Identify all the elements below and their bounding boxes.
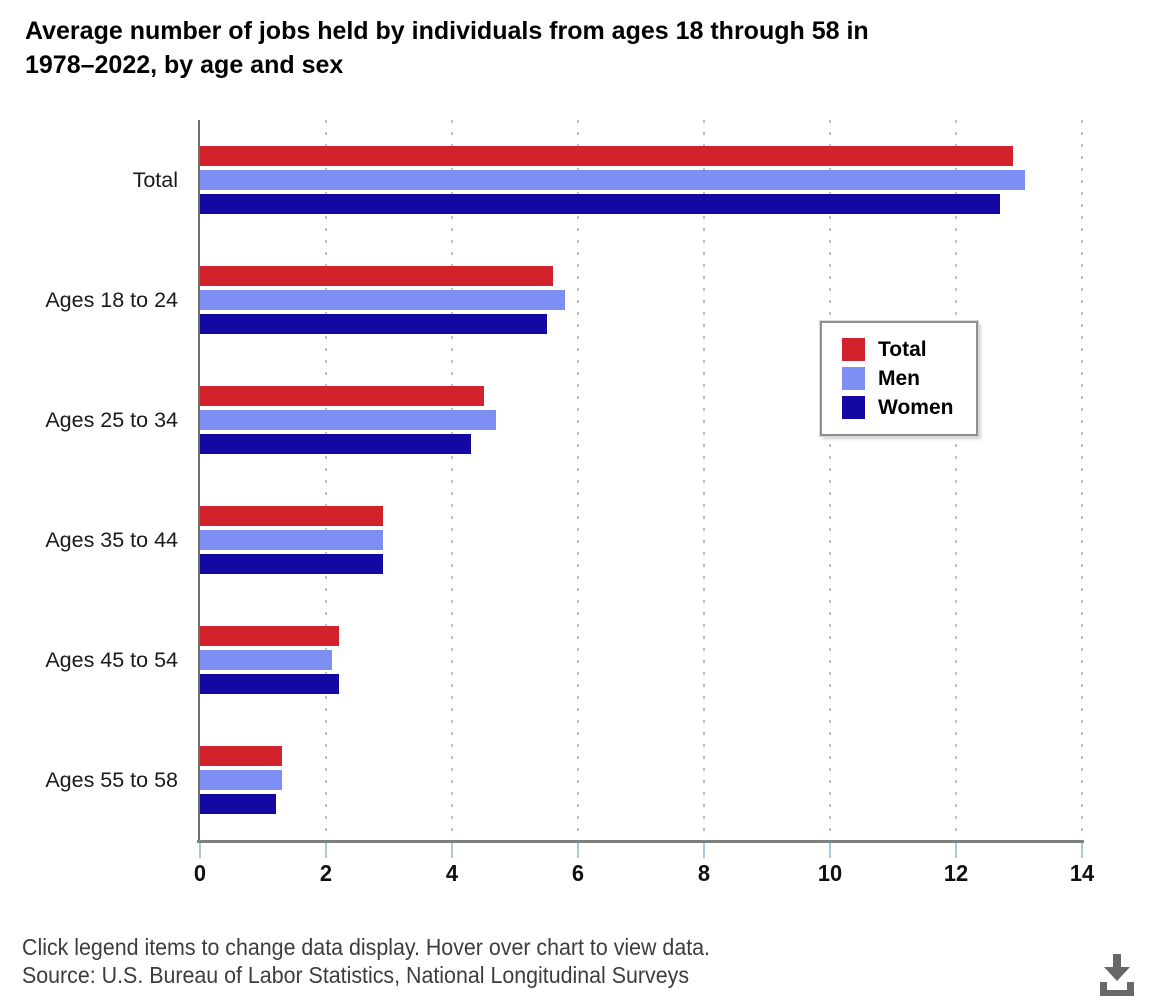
legend: Total Men Women bbox=[820, 321, 978, 436]
x-axis-line bbox=[197, 840, 1084, 843]
chart-title-line2: 1978–2022, by age and sex bbox=[25, 51, 344, 79]
y-axis-line bbox=[198, 120, 200, 843]
x-tick-mark-0 bbox=[199, 843, 201, 858]
download-icon bbox=[1100, 954, 1134, 996]
x-tick-label-4: 4 bbox=[445, 860, 459, 886]
x-tick-mark-10 bbox=[829, 843, 831, 858]
bar-women-ages-55-to-58[interactable] bbox=[200, 794, 276, 814]
legend-item-women[interactable]: Women bbox=[842, 393, 976, 422]
footer: Click legend items to change data displa… bbox=[22, 934, 710, 989]
category-axis-labels: Total Ages 18 to 24 Ages 25 to 34 Ages 35 t… bbox=[0, 120, 178, 840]
gridline-4 bbox=[451, 120, 453, 840]
bar-total-ages-25-to-34[interactable] bbox=[200, 386, 484, 406]
x-tick-mark-4 bbox=[451, 843, 453, 858]
x-tick-mark-6 bbox=[577, 843, 579, 858]
x-tick-label-8: 8 bbox=[697, 860, 711, 886]
legend-label-total: Total bbox=[878, 337, 927, 361]
bar-women-ages-18-to-24[interactable] bbox=[200, 314, 547, 334]
legend-swatch-men bbox=[842, 367, 865, 390]
category-label-ages-18-to-24: Ages 18 to 24 bbox=[45, 288, 178, 312]
x-tick-label-10: 10 bbox=[817, 860, 843, 886]
bar-women-ages-25-to-34[interactable] bbox=[200, 434, 471, 454]
x-tick-label-12: 12 bbox=[943, 860, 969, 886]
category-label-total: Total bbox=[132, 168, 178, 192]
x-tick-label-0: 0 bbox=[193, 860, 207, 886]
bar-men-ages-18-to-24[interactable] bbox=[200, 290, 566, 310]
footer-source: Source: U.S. Bureau of Labor Statistics,… bbox=[22, 961, 690, 988]
bar-total-total[interactable] bbox=[200, 146, 1013, 166]
legend-label-men: Men bbox=[878, 366, 920, 390]
bar-women-ages-35-to-44[interactable] bbox=[200, 554, 383, 574]
legend-item-men[interactable]: Men bbox=[842, 364, 976, 393]
bar-total-ages-45-to-54[interactable] bbox=[200, 626, 339, 646]
gridline-10 bbox=[829, 120, 831, 840]
footer-note: Click legend items to change data displa… bbox=[22, 934, 711, 960]
chart-title: Average number of jobs held by individua… bbox=[25, 14, 869, 82]
gridline-6 bbox=[577, 120, 579, 840]
x-tick-mark-12 bbox=[955, 843, 957, 858]
gridline-8 bbox=[703, 120, 705, 840]
legend-swatch-women bbox=[842, 396, 865, 419]
x-tick-label-14: 14 bbox=[1069, 860, 1095, 886]
x-tick-mark-14 bbox=[1081, 843, 1083, 858]
bar-total-ages-35-to-44[interactable] bbox=[200, 506, 383, 526]
x-tick-label-6: 6 bbox=[571, 860, 585, 886]
bar-men-ages-55-to-58[interactable] bbox=[200, 770, 282, 790]
bar-men-ages-25-to-34[interactable] bbox=[200, 410, 497, 430]
category-label-ages-55-to-58: Ages 55 to 58 bbox=[45, 768, 178, 792]
category-label-ages-35-to-44: Ages 35 to 44 bbox=[45, 528, 178, 552]
legend-item-total[interactable]: Total bbox=[842, 335, 976, 364]
bar-total-ages-55-to-58[interactable] bbox=[200, 746, 282, 766]
category-label-ages-25-to-34: Ages 25 to 34 bbox=[45, 408, 178, 432]
gridline-14 bbox=[1081, 120, 1083, 840]
x-tick-mark-2 bbox=[325, 843, 327, 858]
legend-swatch-total bbox=[842, 338, 865, 361]
gridline-2 bbox=[325, 120, 327, 840]
download-button[interactable] bbox=[1092, 946, 1142, 998]
x-axis-ticks: 0 2 4 6 8 10 12 14 bbox=[194, 843, 1094, 903]
chart-title-line1: Average number of jobs held by individua… bbox=[25, 17, 869, 45]
bar-men-ages-35-to-44[interactable] bbox=[200, 530, 383, 550]
category-label-ages-45-to-54: Ages 45 to 54 bbox=[45, 648, 178, 672]
gridline-12 bbox=[955, 120, 957, 840]
plot-area[interactable] bbox=[200, 120, 1083, 840]
x-tick-mark-8 bbox=[703, 843, 705, 858]
bar-men-ages-45-to-54[interactable] bbox=[200, 650, 333, 670]
bar-women-ages-45-to-54[interactable] bbox=[200, 674, 339, 694]
bar-women-total[interactable] bbox=[200, 194, 1001, 214]
legend-label-women: Women bbox=[878, 395, 954, 419]
x-tick-label-2: 2 bbox=[319, 860, 333, 886]
bar-total-ages-18-to-24[interactable] bbox=[200, 266, 553, 286]
bar-men-total[interactable] bbox=[200, 170, 1026, 190]
